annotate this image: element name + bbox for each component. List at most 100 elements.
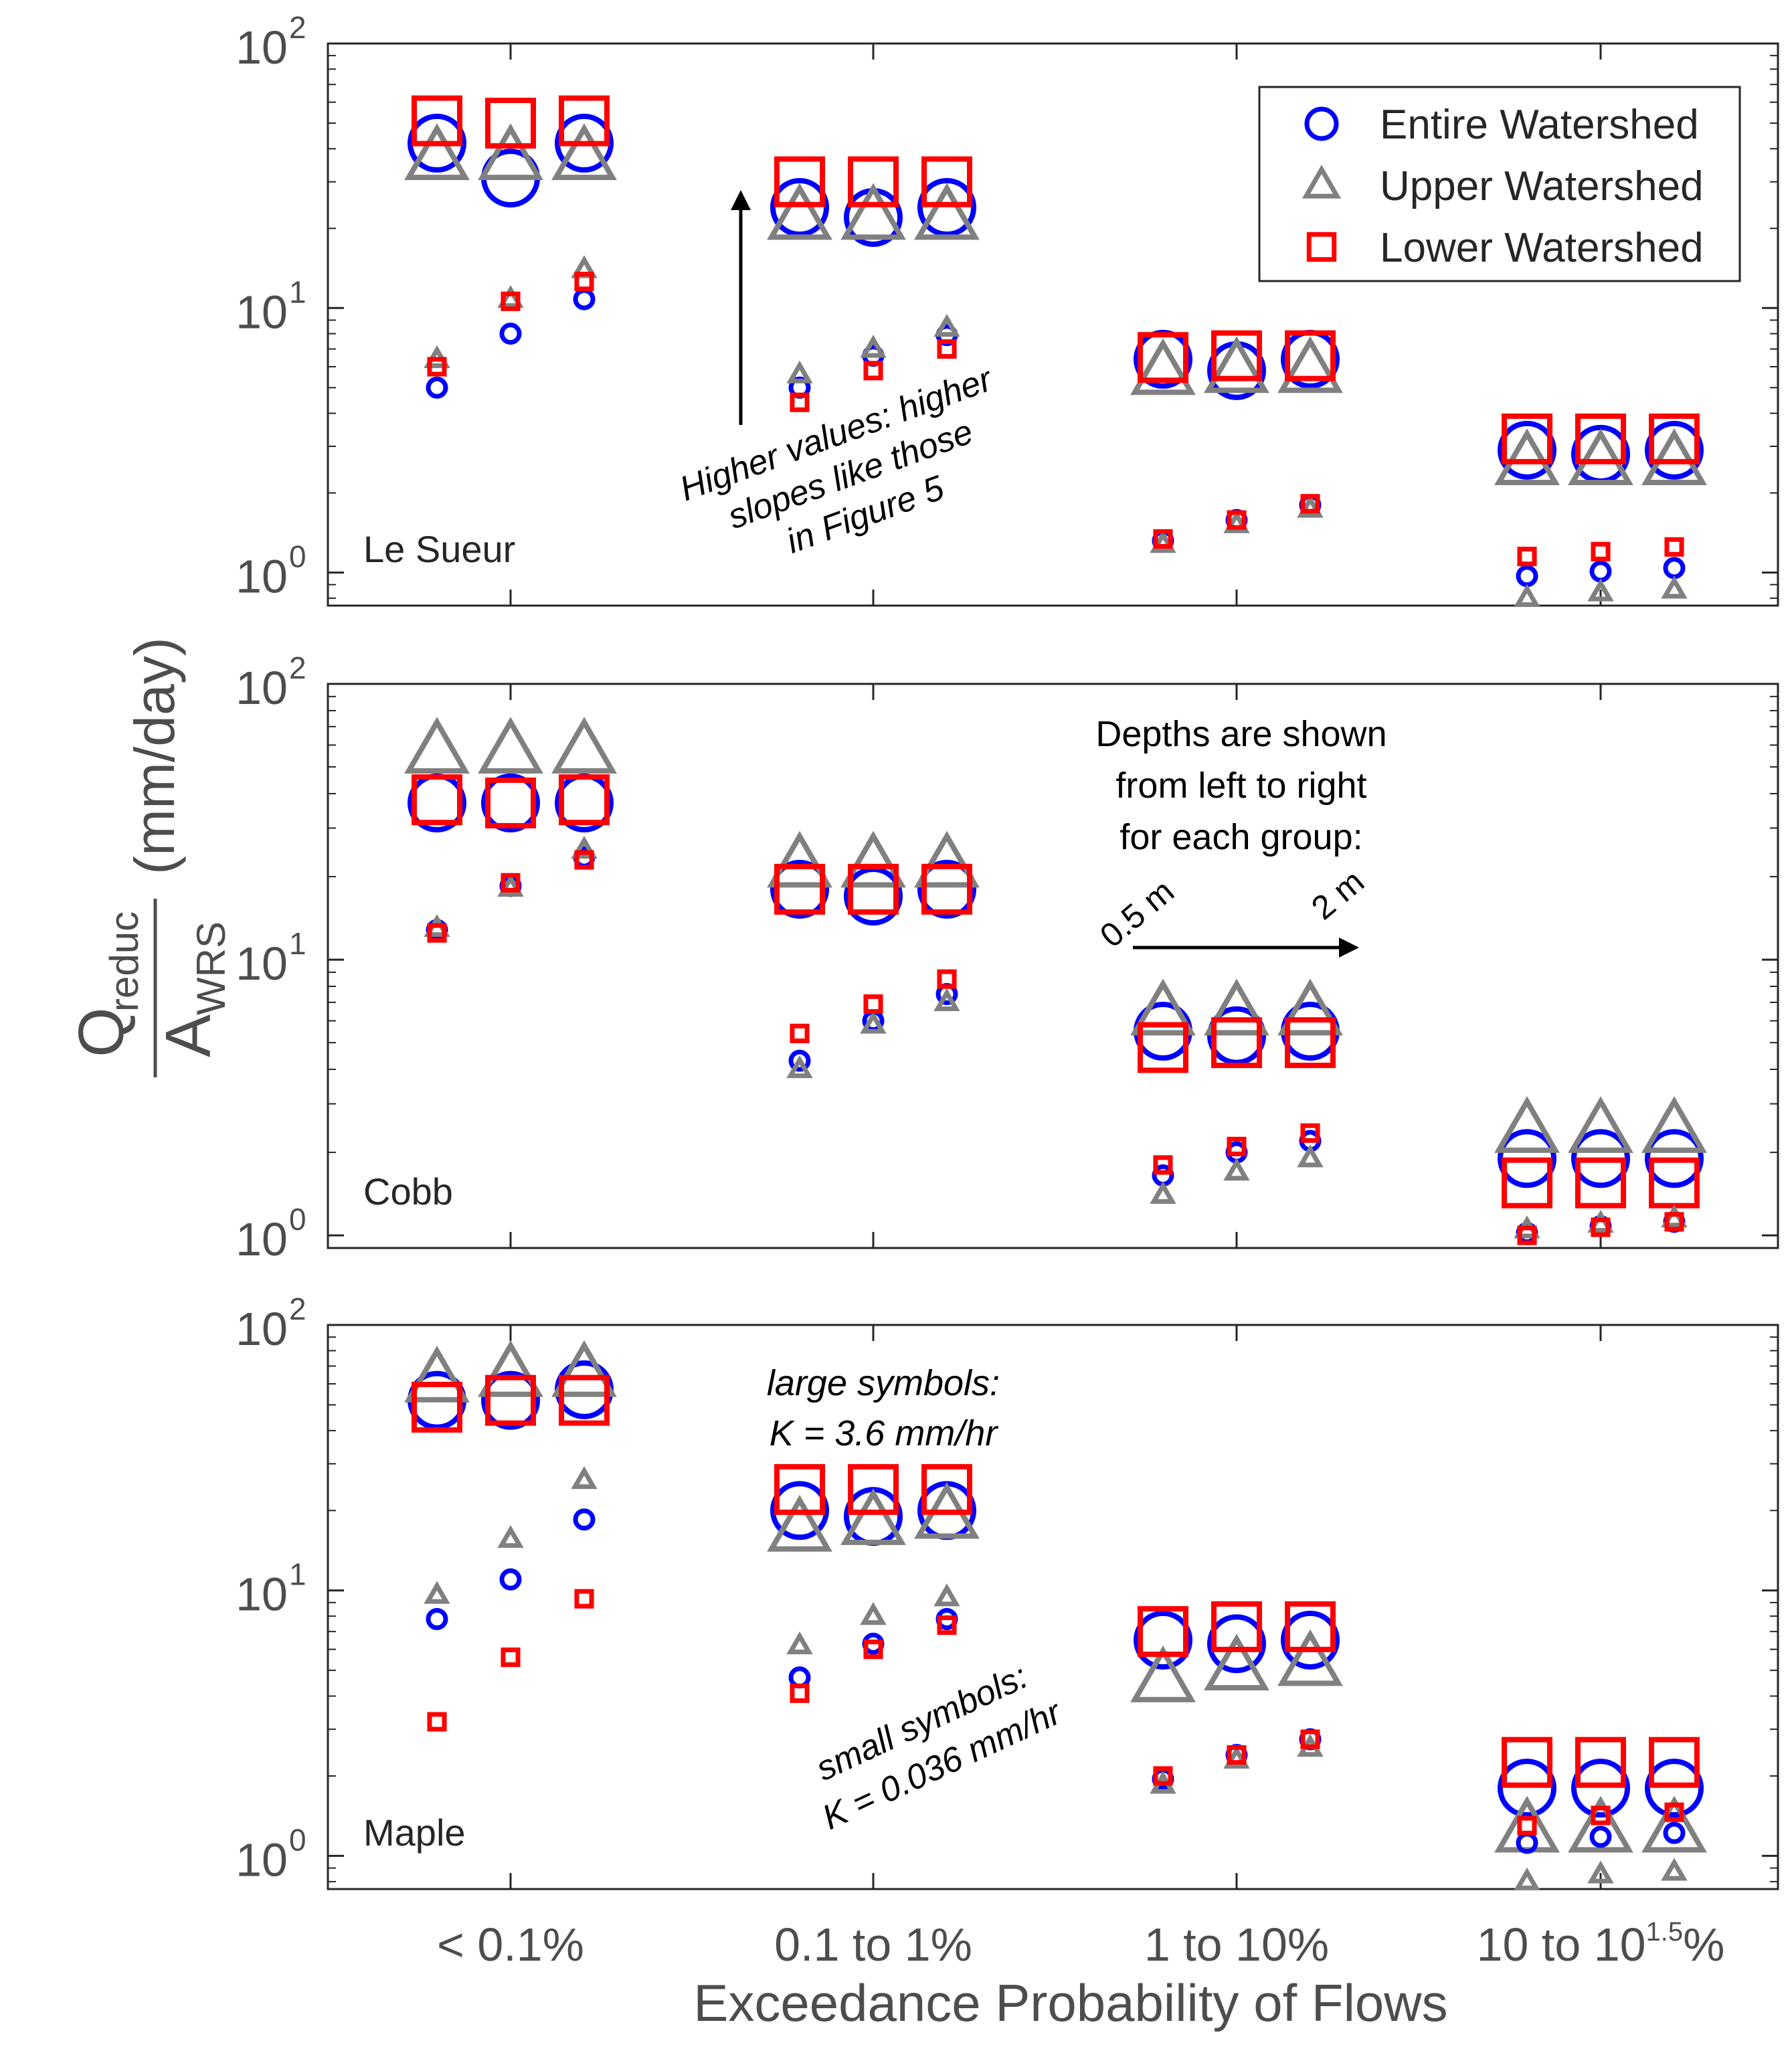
marker-lower-large	[774, 1463, 825, 1515]
marker-lower-small	[501, 1647, 521, 1668]
marker-entire-large	[1571, 1129, 1630, 1188]
marker-lower-large	[485, 1374, 536, 1426]
depths-line-2: from left to right	[1115, 766, 1366, 806]
marker-lower-small	[574, 1589, 594, 1609]
marker-upper-small	[1514, 584, 1540, 607]
marker-lower-small	[1664, 1802, 1684, 1822]
marker-lower-large	[1138, 1606, 1188, 1658]
marker-upper-large	[404, 1345, 470, 1403]
marker-upper-large	[1641, 1096, 1707, 1153]
marker-lower-large	[1211, 1017, 1262, 1069]
marker-lower-small	[790, 1683, 810, 1703]
marker-lower-small	[1664, 537, 1684, 557]
marker-entire-large	[1134, 1610, 1192, 1670]
marker-entire-large	[555, 1360, 614, 1419]
x-tick-label: < 0.1%	[437, 1919, 584, 1971]
marker-lower-small	[501, 291, 521, 311]
y-tick-label-exponent: 2	[289, 10, 306, 45]
legend: Entire Watershed Upper Watershed Lower Wat…	[1258, 86, 1741, 282]
depth-start-label: 0.5 m	[1093, 872, 1181, 954]
marker-upper-small	[933, 988, 960, 1011]
marker-lower-small	[1227, 1745, 1247, 1765]
large-symbols-line-1: large symbols:	[767, 1363, 1000, 1403]
marker-lower-small	[1664, 1212, 1684, 1232]
marker-upper-large	[404, 717, 470, 774]
marker-upper-large	[1568, 1096, 1633, 1153]
marker-upper-small	[1587, 1860, 1614, 1884]
y-tick-label-exponent: 1	[289, 274, 306, 309]
marker-lower-small	[1153, 529, 1173, 549]
y-label-q: Q	[66, 1007, 137, 1057]
depths-line-1: Depths are shown	[1095, 714, 1386, 754]
marker-upper-small	[571, 1465, 598, 1490]
marker-upper-large	[1204, 336, 1269, 393]
marker-upper-large	[1494, 1096, 1560, 1153]
x-tick-label: 10 to 101.5%	[1477, 1917, 1725, 1971]
marker-entire-small	[1663, 1821, 1686, 1844]
marker-entire-large	[917, 859, 976, 919]
marker-upper-small	[786, 1055, 813, 1079]
annotation-large-symbols: large symbols: K = 3.6 mm/hr	[767, 1363, 1000, 1453]
marker-lower-small	[1517, 547, 1537, 567]
marker-upper-small	[860, 335, 887, 358]
marker-upper-large	[551, 717, 617, 774]
y-tick-label: 10	[236, 1303, 288, 1355]
y-tick-label: 10	[236, 1834, 288, 1886]
y-tick-label-exponent: 1	[289, 1557, 306, 1592]
marker-upper-small	[1223, 1158, 1250, 1181]
marker-entire-large	[844, 867, 903, 926]
marker-upper-large	[1568, 1795, 1633, 1853]
marker-lower-large	[1285, 1601, 1336, 1652]
marker-entire-small	[499, 1568, 522, 1591]
marker-upper-large	[1277, 1629, 1343, 1686]
y-tick-label: 10	[236, 21, 288, 74]
marker-upper-small	[1661, 575, 1688, 599]
marker-entire-small	[1589, 1825, 1612, 1848]
marker-upper-small	[933, 1583, 960, 1607]
marker-lower-small	[1591, 1217, 1611, 1237]
y-tick-label: 10	[236, 1569, 288, 1621]
marker-lower-small	[427, 923, 447, 943]
marker-lower-small	[427, 1712, 447, 1732]
marker-upper-small	[497, 873, 524, 897]
marker-lower-large	[485, 777, 536, 828]
marker-entire-small	[573, 288, 596, 310]
marker-upper-large	[1277, 978, 1343, 1036]
legend-marker-entire	[1304, 106, 1339, 141]
marker-lower-large	[774, 863, 825, 915]
marker-upper-small	[1514, 1867, 1540, 1890]
marker-lower-large	[1649, 1736, 1700, 1788]
marker-lower-large	[848, 863, 899, 915]
marker-lower-small	[937, 1615, 957, 1635]
marker-entire-large	[1645, 1759, 1704, 1818]
y-tick-label: 10	[236, 551, 288, 603]
marker-lower-small	[501, 873, 521, 893]
marker-entire-large	[1281, 1610, 1340, 1670]
marker-lower-small	[1227, 1136, 1247, 1156]
legend-label: Entire Watershed	[1380, 102, 1699, 148]
marker-entire-large	[1498, 1129, 1556, 1188]
marker-lower-large	[559, 95, 610, 147]
marker-lower-small	[1517, 1225, 1537, 1245]
depth-end-label: 2 m	[1304, 863, 1371, 927]
marker-upper-large	[1204, 978, 1269, 1036]
marker-lower-large	[1211, 330, 1262, 381]
panel-title: Le Sueur	[363, 528, 515, 570]
marker-entire-small	[788, 1049, 811, 1072]
y-label-q-sub: reduc	[102, 911, 147, 1012]
marker-upper-large	[914, 830, 980, 888]
marker-upper-large	[404, 123, 470, 181]
marker-lower-large	[1502, 413, 1552, 464]
marker-upper-small	[786, 1631, 813, 1655]
marker-lower-large	[921, 863, 972, 915]
marker-upper-large	[1494, 428, 1560, 485]
marker-entire-small	[499, 323, 522, 345]
marker-upper-small	[860, 1010, 887, 1034]
marker-lower-large	[848, 1463, 899, 1515]
marker-upper-small	[497, 284, 524, 308]
marker-upper-large	[840, 183, 906, 240]
y-tick-label-exponent: 0	[289, 1202, 306, 1237]
marker-upper-large	[1568, 428, 1633, 485]
marker-lower-small	[1227, 510, 1247, 530]
